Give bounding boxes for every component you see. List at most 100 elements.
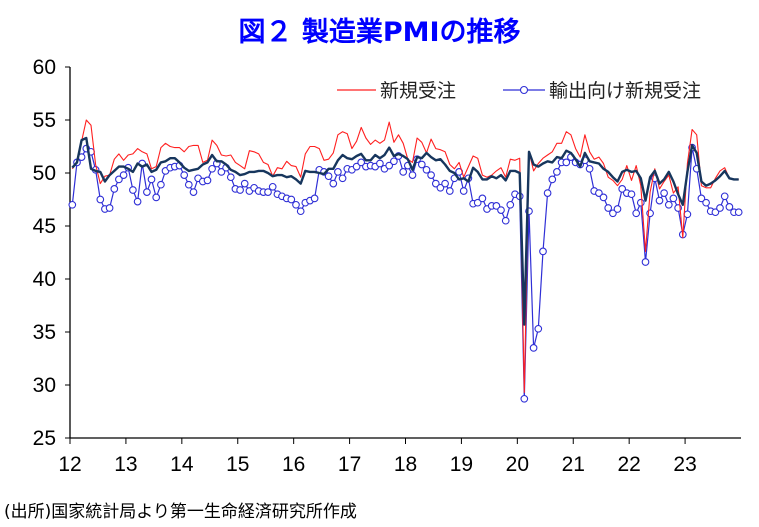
data-point [627,190,636,199]
series-line-1 [71,147,739,400]
data-point [459,187,468,195]
data-point [609,209,617,218]
x-tick-label: 18 [394,453,417,476]
data-point [618,185,627,193]
data-point [264,188,272,196]
chart-title: 図２ 製造業PMIの推移 [238,17,521,48]
data-point [68,200,77,209]
legend-label-exports: 輸出向け新規受注 [549,80,701,102]
data-point [641,258,650,266]
data-point [716,204,724,212]
data-point [96,195,105,204]
data-point [655,196,664,205]
data-point [390,157,398,166]
x-tick-label: 21 [562,453,585,476]
data-point [501,216,510,225]
data-point [324,172,333,181]
data-point [292,200,300,209]
data-point [632,209,641,218]
data-point [664,200,673,209]
chart-series [68,119,743,403]
data-point [553,168,561,176]
source-note: (出所)国家統計局より第一生命経済研究所作成 [4,502,357,522]
data-point [129,186,137,194]
data-point [585,164,594,173]
x-tick-label: 23 [673,453,696,476]
x-tick-label: 15 [226,453,249,476]
data-point [562,158,571,167]
data-point [725,203,734,211]
data-point [529,344,538,352]
y-tick-label: 60 [33,56,56,79]
y-tick-label: 40 [33,268,56,291]
data-point [357,158,366,167]
x-tick-label: 22 [617,453,640,476]
data-point [152,193,161,202]
series-line-2 [71,136,739,326]
data-point [408,171,417,179]
data-point [385,161,394,170]
data-point [296,207,305,216]
data-point [422,165,431,174]
data-point [595,189,603,197]
data-point [431,179,440,188]
data-point [683,210,692,219]
data-point [441,179,449,188]
y-tick-label: 35 [33,321,56,344]
y-tick-label: 55 [33,109,56,132]
data-point [669,194,678,203]
data-point [180,171,189,179]
legend-label-new-orders: 新規受注 [380,80,456,102]
data-point [436,183,445,192]
x-tick-label: 17 [338,453,361,476]
data-point [711,208,720,217]
y-tick-label: 45 [33,215,56,238]
series-line-0 [71,119,739,393]
data-point [613,205,622,213]
y-tick-label: 30 [33,374,56,397]
data-point [189,188,198,196]
data-point [427,171,435,179]
data-point [417,160,426,169]
data-point [119,171,128,179]
data-point [236,186,244,194]
data-point [240,179,249,188]
data-point [599,193,608,202]
data-point [492,202,501,210]
data-point [548,175,557,184]
y-tick-label: 50 [33,162,56,185]
data-point [702,198,710,207]
data-point [268,182,277,191]
data-point [352,162,361,171]
data-point [208,164,216,173]
data-point [287,195,296,204]
data-point [143,188,151,196]
data-point [534,324,543,333]
x-tick-label: 19 [450,453,473,476]
data-point [110,185,119,193]
data-point [147,175,156,184]
x-tick-label: 16 [282,453,305,476]
data-point [720,192,729,201]
data-point [217,168,226,176]
x-tick-label: 14 [170,453,194,476]
y-tick-label: 25 [33,427,56,450]
data-point [115,175,123,184]
data-point [338,174,347,183]
data-point [506,200,515,209]
data-point [539,247,547,256]
data-point [105,204,114,212]
data-point [203,176,212,185]
data-point [376,159,384,168]
data-point [497,206,505,214]
data-point [604,204,613,212]
data-point [133,197,142,206]
data-point [157,180,165,189]
data-point [543,189,552,197]
x-tick-label: 20 [506,453,529,476]
data-point [697,194,706,203]
data-point [445,187,454,195]
data-point [473,198,482,207]
